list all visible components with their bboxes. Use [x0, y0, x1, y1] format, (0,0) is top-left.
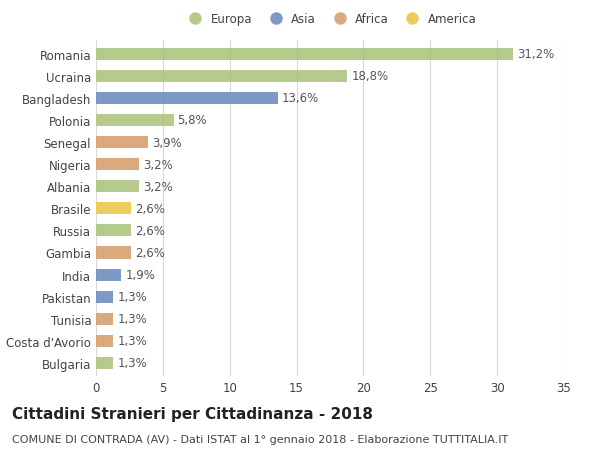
Bar [96, 203, 131, 215]
Bar [96, 49, 513, 61]
Text: 1,9%: 1,9% [125, 269, 155, 281]
Legend: Europa, Asia, Africa, America: Europa, Asia, Africa, America [179, 9, 481, 31]
Text: 13,6%: 13,6% [282, 92, 319, 105]
Text: 2,6%: 2,6% [135, 202, 164, 215]
Text: 1,3%: 1,3% [118, 357, 147, 369]
Bar [96, 115, 173, 127]
Bar [96, 225, 131, 237]
Text: 3,2%: 3,2% [143, 180, 173, 193]
Bar [96, 335, 113, 347]
Text: 1,3%: 1,3% [118, 335, 147, 347]
Bar [96, 159, 139, 171]
Bar [96, 247, 131, 259]
Text: 3,9%: 3,9% [152, 136, 182, 149]
Bar [96, 93, 278, 105]
Bar [96, 71, 347, 83]
Text: Cittadini Stranieri per Cittadinanza - 2018: Cittadini Stranieri per Cittadinanza - 2… [12, 406, 373, 421]
Bar [96, 291, 113, 303]
Bar [96, 137, 148, 149]
Text: 2,6%: 2,6% [135, 246, 164, 259]
Bar [96, 313, 113, 325]
Bar [96, 269, 121, 281]
Text: 18,8%: 18,8% [352, 70, 389, 83]
Text: COMUNE DI CONTRADA (AV) - Dati ISTAT al 1° gennaio 2018 - Elaborazione TUTTITALI: COMUNE DI CONTRADA (AV) - Dati ISTAT al … [12, 434, 508, 444]
Text: 1,3%: 1,3% [118, 291, 147, 303]
Text: 1,3%: 1,3% [118, 313, 147, 325]
Bar [96, 357, 113, 369]
Text: 31,2%: 31,2% [517, 48, 554, 61]
Text: 5,8%: 5,8% [178, 114, 207, 127]
Text: 3,2%: 3,2% [143, 158, 173, 171]
Bar [96, 181, 139, 193]
Text: 2,6%: 2,6% [135, 224, 164, 237]
